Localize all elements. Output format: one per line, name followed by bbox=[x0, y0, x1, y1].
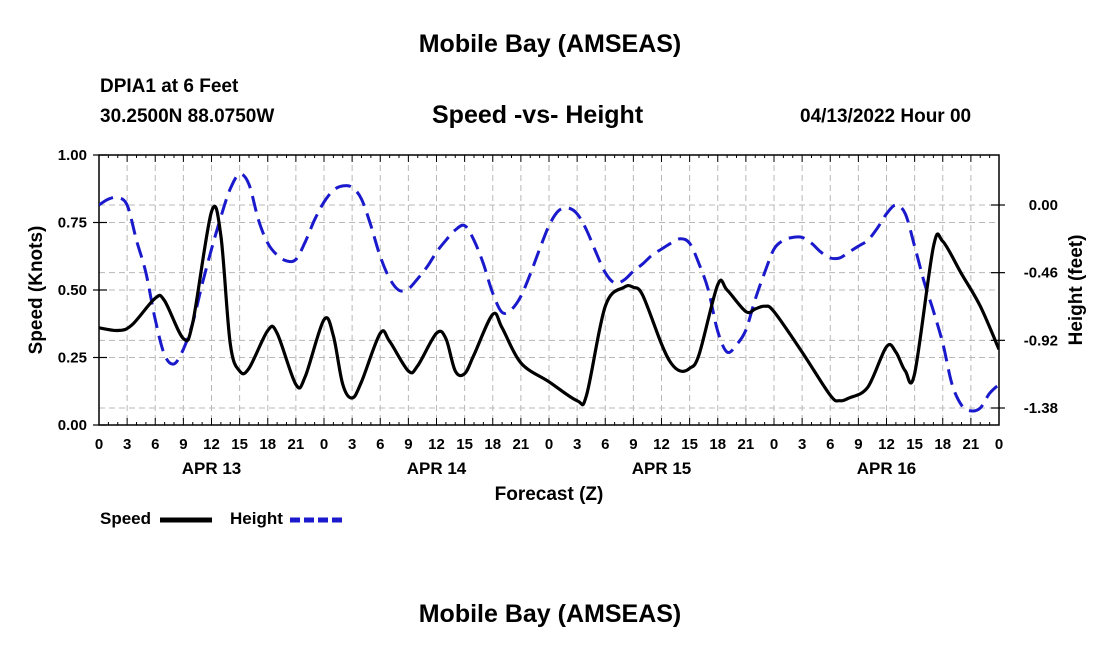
x-tick-label: 15 bbox=[681, 436, 698, 453]
x-tick-label: 18 bbox=[259, 436, 276, 453]
x-tick-label: 21 bbox=[513, 436, 530, 453]
x-tick-label: 18 bbox=[484, 436, 501, 453]
legend-height-label: Height bbox=[230, 509, 283, 528]
chart-title: Speed -vs- Height bbox=[432, 101, 644, 129]
x-tick-label: 12 bbox=[203, 436, 220, 453]
x-axis-label: Forecast (Z) bbox=[495, 484, 604, 505]
x-tick-label: 21 bbox=[963, 436, 980, 453]
x-date-label: APR 16 bbox=[857, 459, 917, 478]
x-tick-label: 0 bbox=[320, 436, 328, 453]
y2-tick-label: -0.92 bbox=[1024, 332, 1058, 349]
y-tick-label: 0.25 bbox=[58, 350, 87, 367]
x-tick-label: 6 bbox=[601, 436, 609, 453]
x-tick-label: 0 bbox=[770, 436, 778, 453]
x-tick-label: 15 bbox=[456, 436, 473, 453]
x-tick-label: 3 bbox=[798, 436, 806, 453]
x-tick-label: 12 bbox=[653, 436, 670, 453]
x-tick-label: 0 bbox=[995, 436, 1003, 453]
y-tick-label: 1.00 bbox=[58, 147, 87, 164]
x-tick-label: 9 bbox=[629, 436, 637, 453]
run-timestamp: 04/13/2022 Hour 00 bbox=[800, 106, 972, 127]
x-tick-label: 12 bbox=[428, 436, 445, 453]
x-tick-label: 6 bbox=[826, 436, 834, 453]
x-tick-label: 21 bbox=[288, 436, 305, 453]
y2-tick-label: -0.46 bbox=[1024, 265, 1058, 282]
x-tick-label: 6 bbox=[151, 436, 159, 453]
x-tick-label: 9 bbox=[854, 436, 862, 453]
x-date-label: APR 14 bbox=[407, 459, 467, 478]
y-tick-label: 0.75 bbox=[58, 215, 87, 232]
x-tick-label: 0 bbox=[95, 436, 103, 453]
y2-tick-label: -1.38 bbox=[1024, 400, 1058, 417]
x-tick-label: 15 bbox=[231, 436, 248, 453]
y-axis-label: Speed (Knots) bbox=[26, 226, 47, 355]
y-tick-label: 0.50 bbox=[58, 282, 87, 299]
x-date-label: APR 15 bbox=[632, 459, 692, 478]
y-tick-label: 0.00 bbox=[58, 417, 87, 434]
x-date-label: APR 13 bbox=[182, 459, 242, 478]
legend-speed-label: Speed bbox=[100, 509, 152, 528]
x-tick-label: 6 bbox=[376, 436, 384, 453]
x-tick-label: 15 bbox=[906, 436, 923, 453]
x-tick-label: 12 bbox=[878, 436, 895, 453]
x-tick-label: 3 bbox=[573, 436, 581, 453]
station-coordinates: 30.2500N 88.0750W bbox=[100, 106, 275, 127]
page-title: Mobile Bay (AMSEAS) bbox=[418, 30, 682, 58]
x-tick-label: 0 bbox=[545, 436, 553, 453]
station-label: DPIA1 at 6 Feet bbox=[100, 76, 239, 97]
page-title-repeat: Mobile Bay (AMSEAS) bbox=[418, 600, 682, 628]
x-tick-label: 3 bbox=[123, 436, 131, 453]
x-tick-label: 3 bbox=[348, 436, 356, 453]
series-line-speed bbox=[99, 204, 999, 407]
x-tick-label: 21 bbox=[738, 436, 755, 453]
y2-tick-label: 0.00 bbox=[1029, 197, 1058, 214]
y2-axis-label: Height (feet) bbox=[1066, 235, 1087, 346]
x-tick-label: 9 bbox=[179, 436, 187, 453]
x-tick-label: 9 bbox=[404, 436, 412, 453]
x-tick-label: 18 bbox=[709, 436, 726, 453]
series-line-height bbox=[99, 172, 999, 413]
x-tick-label: 18 bbox=[934, 436, 951, 453]
